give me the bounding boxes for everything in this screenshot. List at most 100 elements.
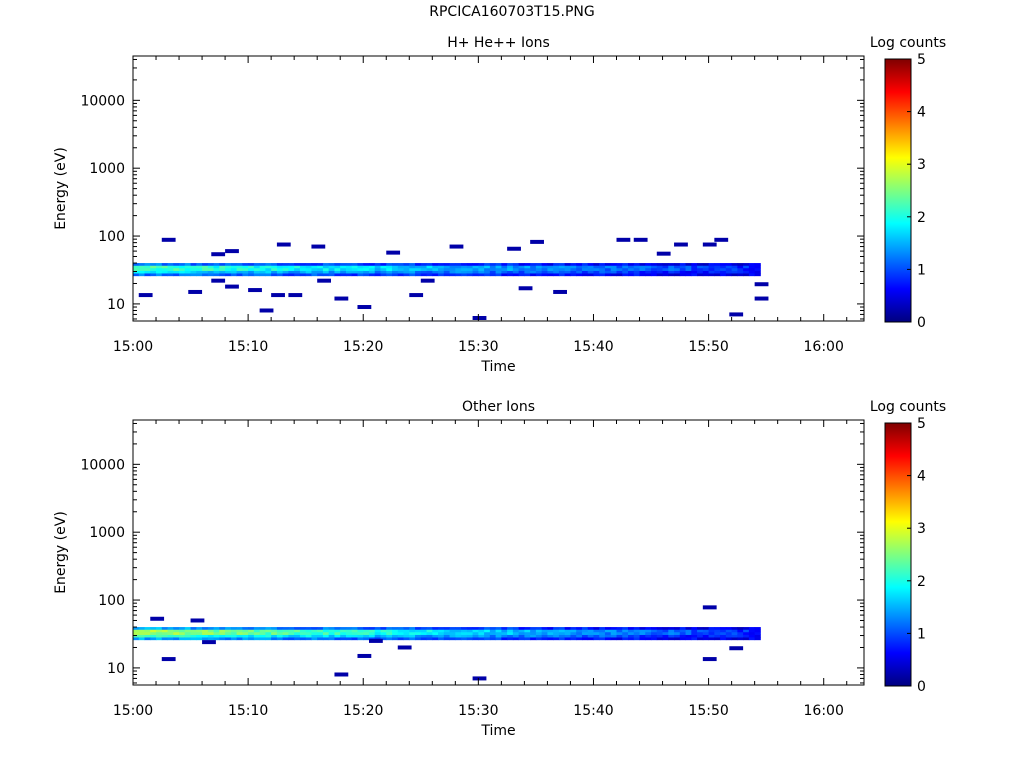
heatmap-cell	[403, 273, 410, 277]
heatmap-cell	[305, 629, 312, 633]
heatmap-sparse-cell	[211, 278, 226, 283]
heatmap-cell	[409, 265, 416, 269]
heatmap-cell	[150, 629, 157, 633]
heatmap-cell	[570, 263, 577, 266]
heatmap-cell	[340, 263, 347, 266]
heatmap-sparse-cell	[633, 237, 648, 242]
heatmap-cell	[518, 629, 525, 633]
heatmap-cell	[478, 267, 485, 271]
heatmap-cell	[288, 627, 295, 630]
heatmap-cell	[645, 263, 652, 266]
heatmap-sparse-cell	[714, 237, 729, 242]
heatmap-cell	[397, 634, 404, 638]
heatmap-cell	[322, 629, 330, 633]
heatmap-cell	[507, 627, 514, 630]
heatmap-cell	[593, 267, 600, 271]
heatmap-cell	[294, 629, 301, 633]
heatmap-cell	[150, 631, 157, 635]
heatmap-cell	[392, 631, 399, 635]
heatmap-cell	[207, 263, 214, 266]
heatmap-cell	[202, 631, 209, 635]
heatmap-cell	[288, 634, 295, 638]
heatmap-cell	[449, 631, 456, 635]
heatmap-cell	[161, 631, 168, 635]
heatmap-cell	[288, 265, 295, 269]
heatmap-cell	[179, 273, 186, 277]
heatmap-cell	[748, 629, 756, 633]
heatmap-cell	[720, 634, 727, 638]
heatmap-cell	[271, 267, 278, 271]
heatmap-cell	[438, 267, 445, 271]
heatmap-cell	[685, 267, 692, 271]
heatmap-cell	[731, 265, 738, 269]
heatmap-cell	[558, 627, 566, 630]
heatmap-cell	[622, 265, 629, 269]
heatmap-cell	[599, 627, 606, 630]
heatmap-cell	[386, 263, 393, 266]
heatmap-cell	[184, 629, 191, 633]
heatmap-cell	[674, 629, 681, 633]
heatmap-cell	[403, 634, 410, 638]
heatmap-cell	[495, 265, 502, 269]
heatmap-cell	[133, 627, 140, 630]
heatmap-cell	[225, 267, 232, 271]
heatmap-cell	[564, 634, 571, 638]
heatmap-cell	[449, 267, 456, 271]
heatmap-cell	[720, 263, 727, 266]
heatmap-cell	[512, 265, 520, 269]
heatmap-cell	[259, 631, 266, 635]
y-tick-label: 1000	[89, 525, 125, 541]
heatmap-cell	[248, 627, 255, 630]
heatmap-cell	[305, 265, 312, 269]
heatmap-cell	[207, 265, 214, 269]
heatmap-cell	[225, 634, 232, 638]
heatmap-cell	[535, 263, 543, 266]
heatmap-cells	[133, 605, 761, 681]
heatmap-cell	[328, 627, 335, 630]
heatmap-sparse-cell	[386, 250, 401, 255]
heatmap-cell	[426, 267, 433, 271]
heatmap-cell	[564, 627, 571, 630]
heatmap-cell	[386, 270, 393, 274]
heatmap-cell	[662, 265, 669, 269]
heatmap-cell	[150, 637, 157, 641]
heatmap-cell	[478, 270, 485, 274]
heatmap-cell	[616, 631, 623, 635]
heatmap-cell	[535, 267, 543, 271]
heatmap-cell	[478, 273, 485, 277]
heatmap-cell	[558, 629, 566, 633]
heatmap-cell	[294, 634, 301, 638]
heatmap-cell	[478, 629, 485, 633]
heatmap-cell	[265, 270, 272, 274]
heatmap-cell	[288, 637, 295, 641]
heatmap-cell	[386, 265, 393, 269]
heatmap-cell	[639, 634, 646, 638]
heatmap-cell	[397, 270, 404, 274]
heatmap-cell	[213, 637, 220, 641]
heatmap-cell	[541, 631, 548, 635]
heatmap-cell	[495, 637, 502, 641]
heatmap-cell	[501, 265, 508, 269]
x-tick-label: 15:50	[688, 703, 728, 719]
heatmap-cell	[317, 263, 324, 266]
heatmap-cell	[288, 270, 295, 274]
heatmap-cell	[656, 629, 663, 633]
heatmap-cell	[720, 627, 727, 630]
heatmap-cell	[731, 631, 738, 635]
heatmap-cell	[380, 263, 387, 266]
heatmap-cell	[225, 273, 232, 277]
heatmap-cell	[731, 637, 738, 641]
heatmap-cell	[322, 634, 330, 638]
colorbar	[884, 58, 912, 323]
heatmap-cell	[478, 637, 485, 641]
heatmap-cell	[311, 270, 318, 274]
heatmap-cell	[651, 637, 658, 641]
heatmap-cell	[685, 263, 692, 266]
heatmap-cell	[651, 629, 658, 633]
heatmap-cell	[357, 265, 364, 269]
heatmap-cell	[305, 634, 312, 638]
heatmap-cell	[144, 263, 151, 266]
heatmap-cell	[697, 627, 704, 630]
heatmap-cell	[397, 627, 404, 630]
heatmap-cell	[294, 273, 301, 277]
